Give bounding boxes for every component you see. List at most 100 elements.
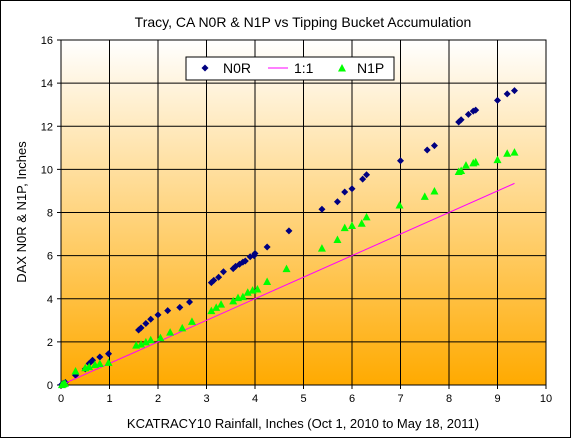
data-point-n0r xyxy=(341,188,349,196)
data-point-n0r xyxy=(251,249,259,257)
x-tick-label: 6 xyxy=(349,393,355,405)
legend-label-one-to-one: 1:1 xyxy=(294,60,314,76)
data-point-n1p xyxy=(207,306,216,315)
legend-marker-n0r xyxy=(201,64,209,72)
y-tick-label: 2 xyxy=(47,337,53,349)
data-point-n1p xyxy=(348,221,356,229)
data-point-n1p xyxy=(253,285,262,293)
data-point-n0r xyxy=(359,175,367,183)
data-point-n0r xyxy=(348,185,356,193)
data-point-n0r xyxy=(363,171,371,179)
data-point-n1p xyxy=(362,212,371,221)
legend-label-n0r: N0R xyxy=(223,60,251,76)
data-point-n1p xyxy=(104,358,113,366)
data-point-n0r xyxy=(142,320,150,328)
x-tick-label: 10 xyxy=(540,393,552,405)
data-point-n0r xyxy=(164,307,172,315)
data-point-n0r xyxy=(430,142,438,150)
data-point-n1p xyxy=(395,200,404,209)
legend-entry-n1p: N1P xyxy=(338,60,384,76)
data-point-n0r xyxy=(423,146,431,154)
data-point-n1p xyxy=(510,148,519,156)
data-point-n1p xyxy=(238,292,247,301)
data-point-n1p xyxy=(85,362,94,371)
data-point-n0r xyxy=(510,87,518,95)
data-point-n0r xyxy=(147,315,155,323)
data-point-n1p xyxy=(212,303,221,311)
data-point-n0r xyxy=(333,198,341,206)
data-point-n1p xyxy=(420,192,429,200)
legend-entry-n0r: N0R xyxy=(201,60,251,76)
data-point-n1p xyxy=(457,166,466,174)
data-point-n1p xyxy=(95,359,104,367)
x-tick-label: 2 xyxy=(155,393,161,405)
data-point-n1p xyxy=(217,300,226,308)
x-tick-label: 8 xyxy=(446,393,452,405)
data-point-n0r xyxy=(154,311,162,319)
data-point-n0r xyxy=(263,243,271,251)
data-point-n1p xyxy=(166,328,175,336)
data-point-n1p xyxy=(243,288,252,296)
data-point-n0r xyxy=(176,303,184,311)
data-point-n1p xyxy=(156,333,165,342)
x-tick-label: 1 xyxy=(106,393,112,405)
data-point-n0r xyxy=(241,257,249,265)
x-axis-ticks: 0 1 2 3 4 5 6 7 8 9 10 xyxy=(58,385,552,405)
data-point-n0r xyxy=(494,96,501,104)
y-tick-label: 10 xyxy=(41,164,53,176)
y-tick-label: 14 xyxy=(41,78,53,90)
data-point-n0r xyxy=(318,205,326,213)
series-line-one-to-one xyxy=(60,182,515,386)
y-tick-label: 6 xyxy=(47,251,53,263)
data-point-n1p xyxy=(229,296,238,305)
data-point-n0r xyxy=(105,350,113,358)
y-tick-label: 16 xyxy=(41,35,53,47)
data-point-n1p xyxy=(493,155,502,164)
legend: N0R 1:1 N1P xyxy=(185,56,395,81)
x-tick-label: 3 xyxy=(203,393,209,405)
data-point-n0r xyxy=(219,268,227,276)
data-point-n1p xyxy=(461,161,470,169)
x-tick-label: 4 xyxy=(252,393,258,405)
grid-lines xyxy=(61,40,546,385)
y-axis-ticks: 0 2 4 6 8 10 12 14 16 xyxy=(41,35,61,392)
y-tick-label: 12 xyxy=(41,121,53,133)
data-point-n1p xyxy=(333,235,342,243)
data-point-n1p xyxy=(340,223,349,232)
data-point-n0r xyxy=(285,227,293,235)
data-point-n0r xyxy=(96,353,104,361)
data-point-n1p xyxy=(178,323,187,332)
data-point-n1p xyxy=(317,244,326,252)
x-tick-label: 5 xyxy=(300,393,306,405)
legend-entry-one-to-one: 1:1 xyxy=(268,60,314,76)
y-tick-label: 8 xyxy=(47,208,53,220)
legend-label-n1p: N1P xyxy=(357,60,384,76)
data-point-n1p xyxy=(430,186,439,195)
data-point-n1p xyxy=(60,379,69,387)
data-point-n0r xyxy=(186,298,194,306)
data-point-n1p xyxy=(146,335,155,344)
y-tick-label: 4 xyxy=(47,294,53,306)
series-group xyxy=(57,87,519,389)
legend-marker-n1p xyxy=(338,64,346,72)
data-point-n1p xyxy=(471,157,480,166)
chart-title: Tracy, CA N0R & N1P vs Tipping Bucket Ac… xyxy=(135,14,472,30)
data-point-n0r xyxy=(137,324,145,332)
data-point-n1p xyxy=(263,277,272,285)
data-point-n1p xyxy=(141,337,150,346)
data-point-n0r xyxy=(210,276,218,284)
data-point-n1p xyxy=(357,219,366,227)
data-point-n0r xyxy=(503,90,511,98)
data-point-n1p xyxy=(137,340,146,348)
data-point-n0r xyxy=(397,157,404,165)
y-tick-label: 0 xyxy=(47,380,53,392)
data-point-n0r xyxy=(472,106,480,114)
x-tick-label: 7 xyxy=(397,393,403,405)
data-point-n1p xyxy=(187,317,196,325)
y-axis-label: DAX N0R & N1P, Inches xyxy=(14,141,29,283)
x-axis-label: KCATRACY10 Rainfall, Inches (Oct 1, 2010… xyxy=(127,416,479,431)
data-point-n0r xyxy=(464,110,472,118)
legend-box xyxy=(185,56,395,81)
x-tick-label: 0 xyxy=(58,393,64,405)
